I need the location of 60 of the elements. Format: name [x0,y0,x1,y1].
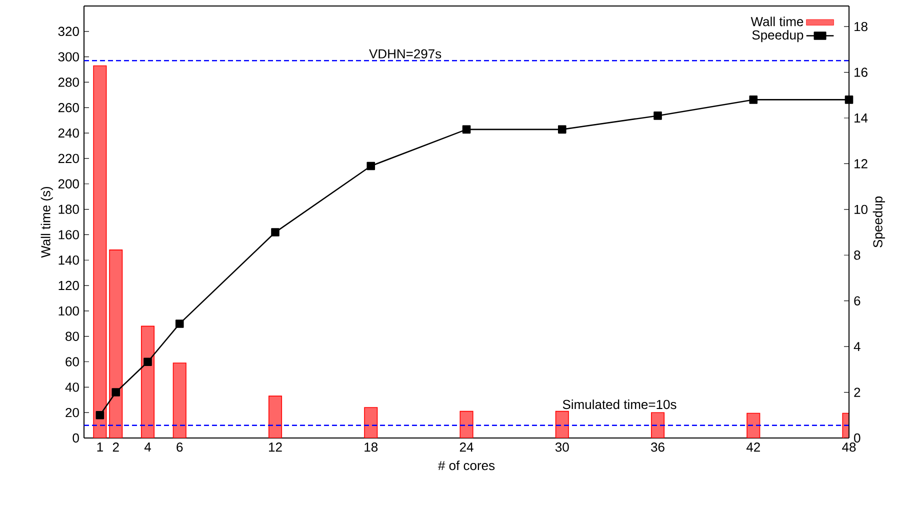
y2-tick-label: 0 [854,433,860,443]
x-tick-label: 18 [364,442,378,452]
point [144,358,152,366]
legend-label: Speedup [752,30,804,42]
x-tick-label: 12 [269,442,282,452]
point [366,162,376,170]
point [844,96,854,104]
y-tick-label: 140 [58,256,79,265]
point [558,125,566,134]
y-tick-label: 280 [58,78,79,87]
x-tick-label: 48 [842,442,856,452]
y2-tick-label: 16 [854,68,868,77]
point [96,410,104,420]
y2-tick-label: 2 [854,388,860,397]
point [112,388,120,396]
y2-tick-label: 8 [854,250,860,260]
point [175,320,184,328]
x-tick-label: 42 [746,442,760,452]
y-tick-label: 60 [66,357,79,366]
bar [93,65,107,438]
bar [109,250,123,438]
y2-tick-label: 14 [854,114,868,122]
y2-axis-title: Speedup [872,196,885,248]
point [462,125,471,134]
y2-tick-label: 12 [854,159,868,168]
x-tick-label: 1 [97,442,103,452]
y-tick-label: 300 [58,52,79,62]
y-tick-label: 160 [58,230,79,240]
legend-label: Wall time [750,16,804,26]
y-axis-title: Wall time (s) [40,186,53,258]
y-tick-label: 80 [66,332,79,341]
y2-tick-label: 10 [854,204,868,214]
y2-tick-label: 18 [854,22,868,32]
y-tick-label: 40 [65,382,79,392]
x-axis-title: # of cores [438,460,495,470]
y-tick-label: 200 [58,179,79,188]
bar [172,362,186,438]
y2-tick-label: 6 [854,296,860,306]
x-tick-label: 36 [651,442,664,452]
x-tick-label: 6 [176,442,183,452]
x-tick-label: 30 [555,442,569,452]
x-tick-label: 24 [460,442,474,452]
point [654,112,662,120]
y-tick-label: 260 [58,103,79,112]
x-tick-label: 4 [144,442,151,452]
point [749,96,758,104]
ref-line-label: Simulated time=10s [562,400,676,410]
y2-tick-label: 4 [854,342,860,352]
y-tick-label: 220 [58,154,79,164]
y-tick-label: 180 [58,204,79,214]
y-tick-label: 0 [72,433,79,443]
y-tick-label: 240 [58,128,79,138]
y-tick-label: 120 [58,280,79,290]
x-tick-label: 2 [112,442,119,452]
bar [140,326,155,438]
y-tick-label: 20 [66,408,79,418]
point [271,228,280,236]
y-tick-label: 320 [58,26,79,36]
y-tick-label: 100 [58,306,79,316]
ref-line-label: VDHN=297s [369,49,442,58]
